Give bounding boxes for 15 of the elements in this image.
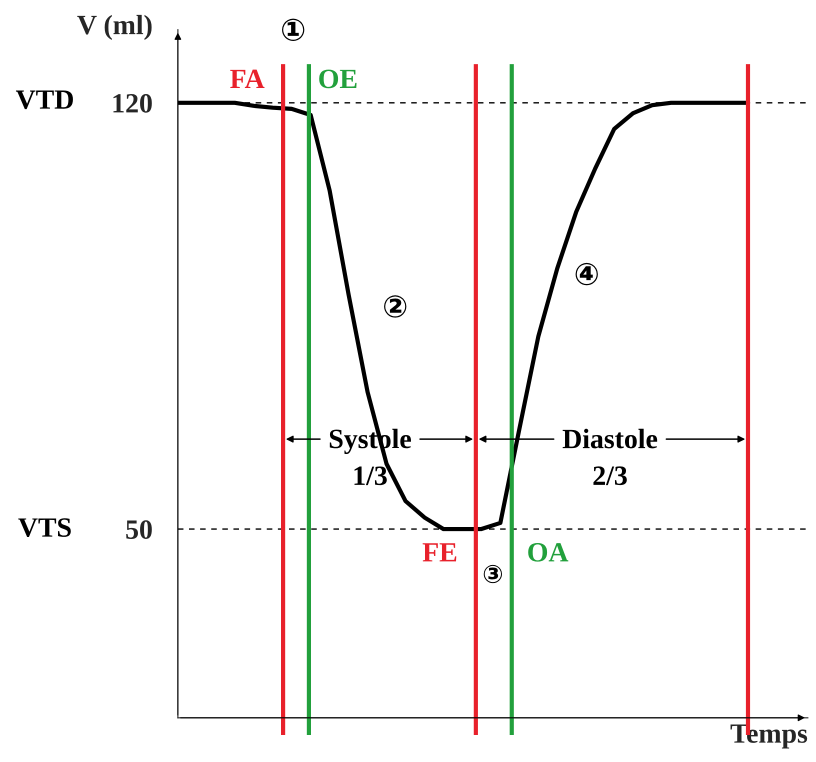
- x-axis-title: Temps: [730, 724, 808, 749]
- annotation: Diastole 2/3: [562, 428, 658, 486]
- annotation: ④: [576, 262, 598, 286]
- annotation: ③: [484, 564, 502, 584]
- annotation: OA: [528, 543, 568, 562]
- y-tick-label: 50: [126, 520, 152, 539]
- y-axis-title: V (ml): [77, 14, 152, 40]
- text: VTS: [18, 518, 71, 538]
- y-tick-label: 120: [113, 94, 152, 113]
- annotation: ②: [384, 295, 406, 318]
- text: VTD: [16, 90, 73, 110]
- annotation: FA: [230, 70, 264, 88]
- annotation: FE: [422, 543, 456, 562]
- annotation: ①: [282, 18, 304, 41]
- annotation: OE: [319, 70, 357, 88]
